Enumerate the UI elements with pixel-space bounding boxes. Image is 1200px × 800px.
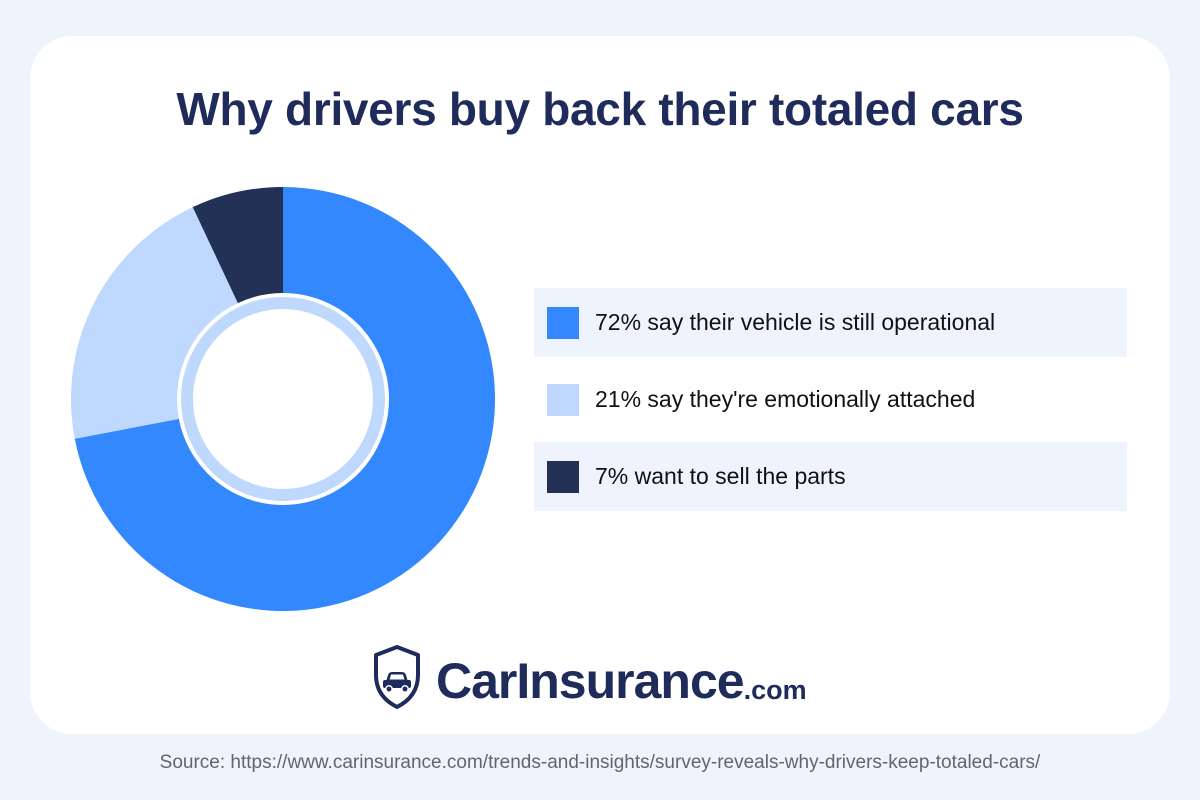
- brand-name: CarInsurance: [436, 653, 745, 709]
- donut-chart: [70, 187, 496, 611]
- legend-swatch-parts: [547, 460, 579, 493]
- legend-item-operational: 72% say their vehicle is still operation…: [534, 288, 1127, 357]
- chart-title: Why drivers buy back their totaled cars: [176, 83, 1024, 135]
- legend-item-emotional: 21% say they're emotionally attached: [534, 365, 1127, 434]
- brand-logo: CarInsurance .com: [372, 640, 807, 710]
- legend-label-parts: 7% want to sell the parts: [595, 463, 846, 489]
- slice-emotional: [70, 207, 238, 439]
- slice-operational: [74, 187, 496, 611]
- legend-label-operational: 72% say their vehicle is still operation…: [595, 309, 996, 335]
- legend: 72% say their vehicle is still operation…: [534, 288, 1127, 519]
- shield-car-icon: [374, 645, 420, 709]
- legend-swatch-operational: [547, 306, 579, 339]
- donut-inner-ring: [181, 297, 385, 501]
- brand-tld: .com: [743, 675, 807, 705]
- legend-swatch-emotional: [547, 383, 579, 416]
- legend-label-emotional: 21% say they're emotionally attached: [595, 386, 976, 412]
- source-text: Source: https://www.carinsurance.com/tre…: [159, 752, 1041, 773]
- slice-parts: [192, 187, 283, 304]
- legend-item-parts: 7% want to sell the parts: [534, 442, 1127, 511]
